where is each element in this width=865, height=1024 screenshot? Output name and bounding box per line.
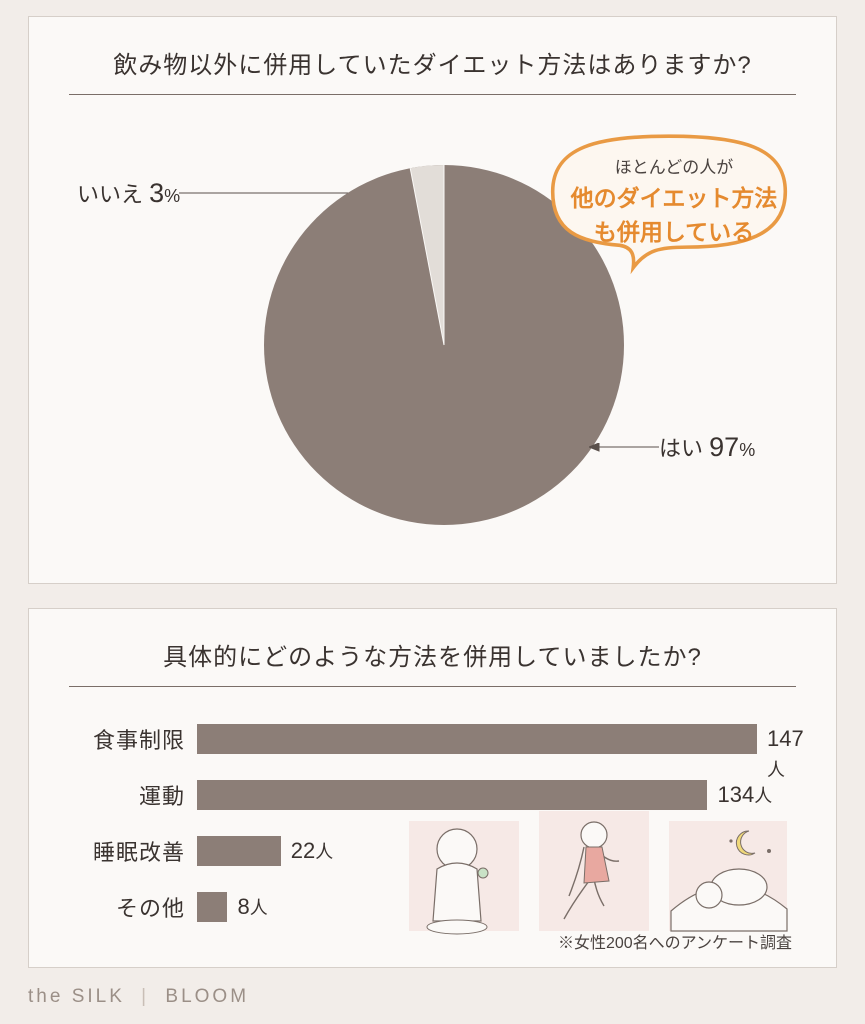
- pie-label-yes: はい 97%: [659, 431, 755, 463]
- bar-row: 食事制限147人: [77, 711, 788, 767]
- bar-label: その他: [77, 891, 197, 923]
- brand-left: the SILK: [28, 986, 125, 1007]
- bar-value: 8人: [237, 892, 267, 923]
- illustration: [409, 801, 789, 941]
- label-yes-unit: %: [739, 440, 755, 460]
- pie-title: 飲み物以外に併用していたダイエット方法はありますか?: [69, 45, 796, 95]
- footnote: ※女性200名へのアンケート調査: [558, 929, 792, 953]
- bar-label: 運動: [77, 779, 197, 811]
- bubble-line1: ほとんどの人が: [549, 155, 799, 181]
- bubble-text: ほとんどの人が 他のダイエット方法 も併用している: [549, 155, 799, 250]
- bar-label: 食事制限: [77, 723, 197, 755]
- pie-card: 飲み物以外に併用していたダイエット方法はありますか? いいえ 3% はい 97%: [28, 16, 837, 584]
- bar-label: 睡眠改善: [77, 835, 197, 867]
- bar-track: 147人: [197, 724, 788, 754]
- leader-yes: [589, 443, 669, 453]
- brand: the SILK | BLOOM: [28, 986, 249, 1008]
- bar-title-wrap: 具体的にどのような方法を併用していましたか?: [69, 637, 796, 687]
- bar-card: 具体的にどのような方法を併用していましたか? 食事制限147人運動134人睡眠改…: [28, 608, 837, 968]
- pie-area: いいえ 3% はい 97% ほとんどの人が 他のダイエット方法 も併用している: [29, 135, 836, 565]
- bar-value: 147人: [767, 724, 804, 785]
- pie-title-wrap: 飲み物以外に併用していたダイエット方法はありますか?: [69, 45, 796, 95]
- bar-fill: [197, 892, 227, 922]
- bubble-line3: も併用している: [549, 215, 799, 250]
- bar-fill: [197, 836, 281, 866]
- pie-label-no: いいえ 3%: [77, 177, 180, 209]
- label-no-text: いいえ: [77, 182, 143, 207]
- label-no-pct: 3: [149, 178, 164, 208]
- brand-right: BLOOM: [165, 986, 249, 1007]
- bar-title: 具体的にどのような方法を併用していましたか?: [69, 637, 796, 687]
- label-no-unit: %: [164, 186, 180, 206]
- label-yes-text: はい: [659, 436, 703, 461]
- brand-divider: |: [141, 986, 149, 1007]
- bar-value: 22人: [291, 836, 333, 867]
- bar-fill: [197, 724, 757, 754]
- bubble-line2: 他のダイエット方法: [549, 181, 799, 216]
- label-yes-pct: 97: [709, 432, 739, 462]
